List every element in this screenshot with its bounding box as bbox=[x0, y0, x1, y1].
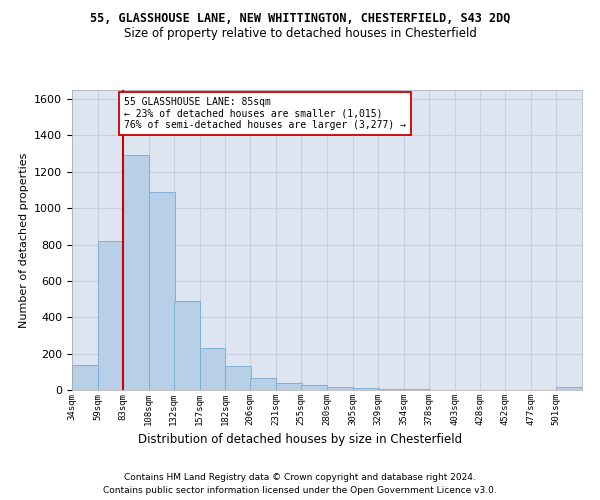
Bar bbox=[353, 388, 379, 390]
Bar bbox=[276, 383, 302, 390]
Text: 55, GLASSHOUSE LANE, NEW WHITTINGTON, CHESTERFIELD, S43 2DQ: 55, GLASSHOUSE LANE, NEW WHITTINGTON, CH… bbox=[90, 12, 510, 26]
Text: 55 GLASSHOUSE LANE: 85sqm
← 23% of detached houses are smaller (1,015)
76% of se: 55 GLASSHOUSE LANE: 85sqm ← 23% of detac… bbox=[124, 98, 406, 130]
Bar bbox=[98, 241, 124, 390]
Text: Size of property relative to detached houses in Chesterfield: Size of property relative to detached ho… bbox=[124, 28, 476, 40]
Bar bbox=[226, 366, 251, 390]
Bar bbox=[149, 192, 175, 390]
Bar bbox=[123, 156, 149, 390]
Bar bbox=[250, 378, 276, 390]
Bar bbox=[327, 388, 353, 390]
Text: Contains HM Land Registry data © Crown copyright and database right 2024.: Contains HM Land Registry data © Crown c… bbox=[124, 472, 476, 482]
Bar bbox=[72, 364, 98, 390]
Bar bbox=[301, 386, 327, 390]
Text: Contains public sector information licensed under the Open Government Licence v3: Contains public sector information licen… bbox=[103, 486, 497, 495]
Bar bbox=[556, 388, 582, 390]
Bar bbox=[173, 301, 199, 390]
Bar bbox=[378, 389, 404, 390]
Bar bbox=[199, 348, 226, 390]
Text: Distribution of detached houses by size in Chesterfield: Distribution of detached houses by size … bbox=[138, 432, 462, 446]
Y-axis label: Number of detached properties: Number of detached properties bbox=[19, 152, 29, 328]
